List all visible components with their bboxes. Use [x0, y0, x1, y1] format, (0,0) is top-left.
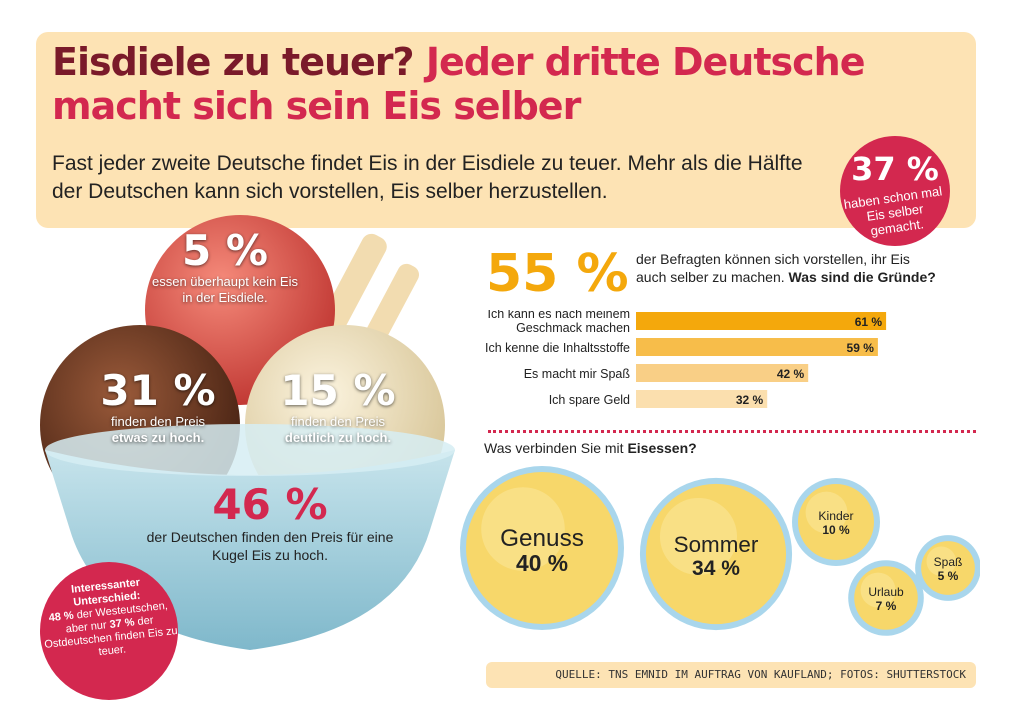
reason-value-0: 61 %	[855, 315, 883, 329]
associations-label: Was verbinden Sie mit Eisessen?	[484, 440, 697, 456]
stat-31-value: 31 %	[100, 366, 216, 415]
stat-15-text2: deutlich zu hoch.	[284, 430, 392, 445]
reason-label-1-0: Ich kenne die Inhaltsstoffe	[485, 341, 630, 355]
stat-5-percent: 5 % essen überhaupt kein Eis in der Eisd…	[150, 228, 300, 306]
bubble-label-3: Urlaub	[868, 585, 904, 599]
reason-bar-3	[636, 390, 768, 408]
reason-bar-0	[636, 312, 887, 330]
title-statement: Jeder dritte Deutsche macht sich sein Ei…	[52, 40, 865, 128]
bubble-label-1: Sommer	[674, 532, 759, 557]
page-title: Eisdiele zu teuer? Jeder dritte Deutsche…	[52, 40, 872, 128]
stat-15-text1: finden den Preis	[291, 414, 385, 429]
stat-31-text1: finden den Preis	[111, 414, 205, 429]
source-bar: QUELLE: TNS EMNID IM AUFTRAG VON KAUFLAN…	[486, 662, 976, 688]
stat-5-text: essen überhaupt kein Eis in der Eisdiele…	[152, 274, 298, 305]
stat-46-text: der Deutschen finden den Preis für eine …	[146, 529, 394, 563]
stat-55-value: 55 %	[486, 244, 629, 304]
source-text: QUELLE: TNS EMNID IM AUFTRAG VON KAUFLAN…	[555, 668, 966, 681]
bubble-value-3: 7 %	[876, 599, 897, 613]
bubble-value-0: 40 %	[516, 550, 568, 576]
stat-15-value: 15 %	[280, 366, 396, 415]
reason-label-3-0: Ich spare Geld	[549, 393, 630, 407]
bubble-highlight-4	[926, 546, 957, 577]
dotted-divider	[488, 430, 976, 433]
reason-label-2-0: Es macht mir Spaß	[524, 367, 631, 381]
reason-bar-1	[636, 338, 878, 356]
subtitle: Fast jeder zweite Deutsche findet Eis in…	[52, 152, 803, 203]
bubble-highlight-3	[860, 572, 896, 608]
stat-46-value: 46 %	[212, 480, 328, 529]
associations-label-bold: Eisessen?	[627, 440, 697, 456]
ice-cream-bowl-illustration	[40, 215, 455, 650]
bubble-label-4: Spaß	[934, 555, 963, 569]
bubble-highlight-1	[659, 497, 738, 576]
bowl-rim	[45, 424, 455, 476]
stat-15-percent: 15 % finden den Preis deutlich zu hoch.	[268, 368, 408, 446]
bubble-value-1: 34 %	[692, 557, 740, 580]
stat-31-text2: etwas zu hoch.	[111, 430, 205, 445]
title-question: Eisdiele zu teuer?	[52, 40, 415, 84]
bubble-highlight-2	[805, 491, 848, 534]
reason-value-2: 42 %	[777, 367, 805, 381]
header-panel	[36, 32, 976, 228]
stat-5-value: 5 %	[182, 226, 268, 275]
associations-label-pre: Was verbinden Sie mit	[484, 440, 624, 456]
badge-37-text: haben schon mal Eis selber gemacht.	[842, 183, 943, 239]
reasons-question: Was sind die Gründe?	[788, 269, 936, 285]
stat-55-text: der Befragten können sich vorstellen, ih…	[636, 250, 936, 286]
bubble-highlight-0	[481, 487, 565, 571]
reason-value-1: 59 %	[847, 341, 875, 355]
bubble-label-2: Kinder	[818, 509, 853, 523]
bubble-value-4: 5 %	[938, 569, 959, 583]
reason-label-0-1: Geschmack machen	[516, 321, 630, 335]
reason-label-0-0: Ich kann es nach meinem	[488, 310, 630, 321]
reason-value-3: 32 %	[736, 393, 764, 407]
badge-37-percent: 37 % haben schon mal Eis selber gemacht.	[840, 136, 950, 246]
badge-interesting-difference: Interessanter Unterschied: 48 % der West…	[40, 562, 178, 700]
bubble-label-0: Genuss	[500, 525, 584, 552]
stat-31-percent: 31 % finden den Preis etwas zu hoch.	[88, 368, 228, 446]
badge-37-value: 37 %	[851, 150, 939, 188]
reasons-text: der Befragten können sich vorstellen, ih…	[636, 251, 910, 285]
reason-bar-2	[636, 364, 809, 382]
stat-46-percent: 46 % der Deutschen finden den Preis für …	[140, 482, 400, 564]
bubble-value-2: 10 %	[822, 523, 850, 537]
